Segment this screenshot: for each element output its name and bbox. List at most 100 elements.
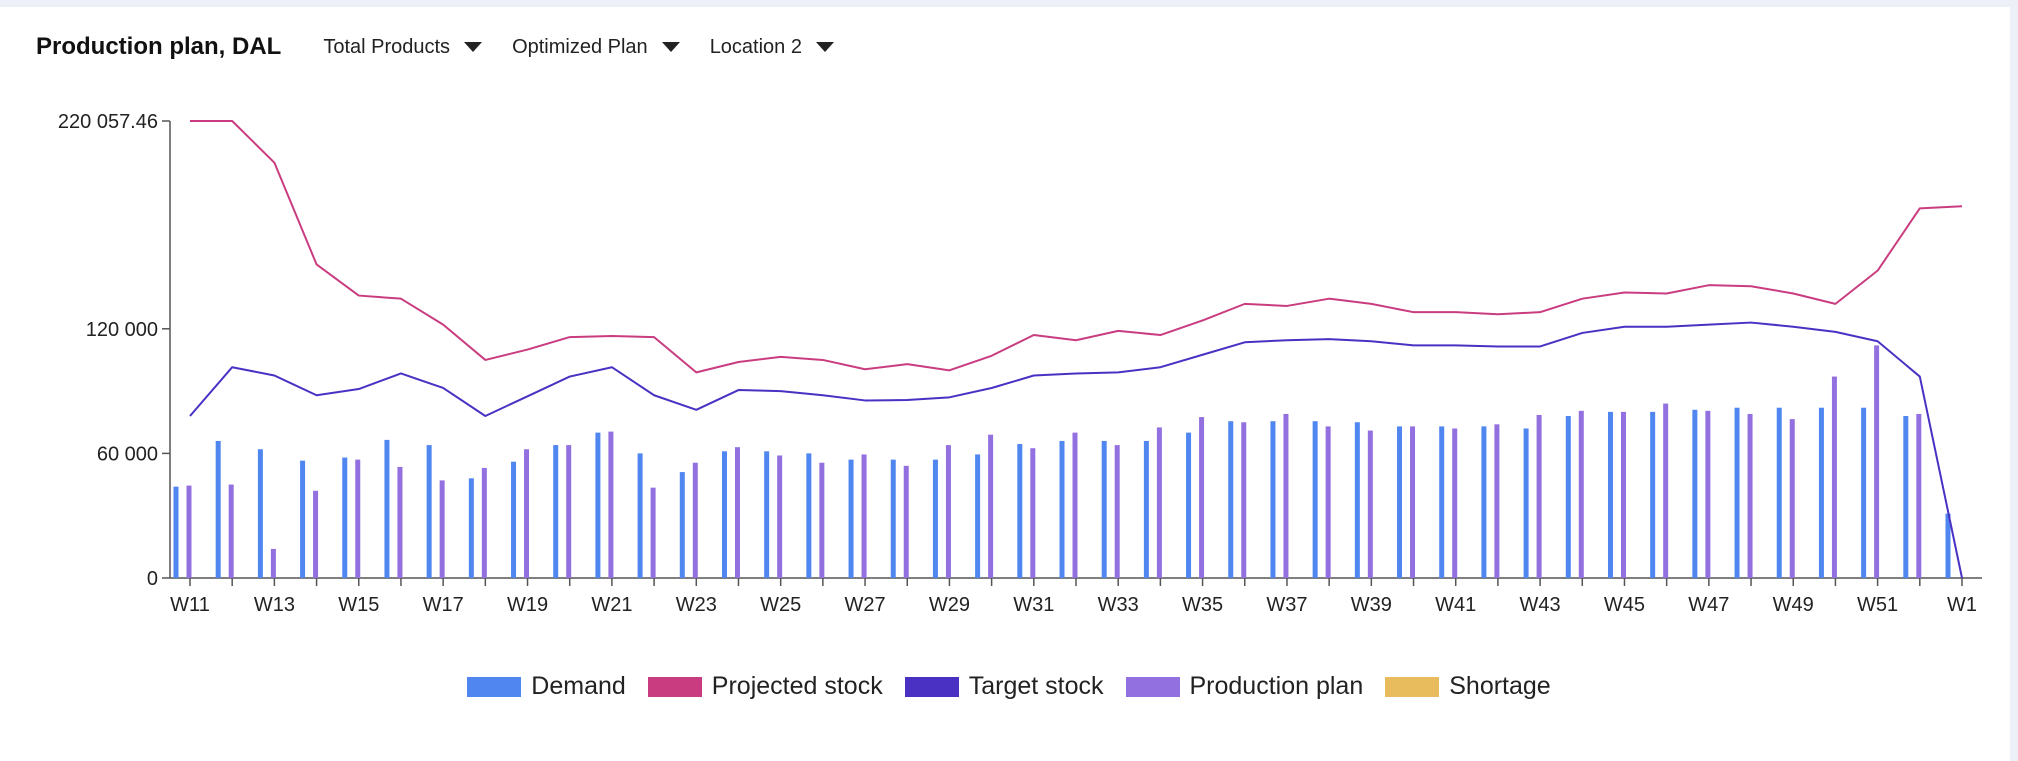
bar-demand-w25 [764, 451, 770, 578]
location-dropdown[interactable]: Location 2 [710, 36, 834, 59]
bar-demand-w22 [637, 453, 643, 578]
bar-production-plan-w35 [1199, 417, 1205, 578]
bar-production-plan-w29 [945, 445, 951, 578]
x-tick-label: W11 [170, 594, 210, 616]
line-target-stock [189, 321, 1963, 579]
bar-production-plan-w28 [903, 465, 909, 578]
bar-demand-w12 [215, 440, 221, 578]
legend-item-target-stock[interactable]: Target stock [904, 672, 1104, 701]
bar-demand-w40 [1397, 426, 1403, 578]
bar-production-plan-w47 [1705, 410, 1711, 578]
legend-label-target-stock: Target stock [968, 672, 1104, 700]
bar-production-plan-w30 [988, 434, 994, 578]
bar-demand-w23 [679, 472, 685, 578]
bar-demand-w26 [806, 453, 812, 578]
y-tick-label: 60 000 [97, 443, 158, 465]
bar-production-plan-w42 [1494, 424, 1500, 578]
bar-demand-w18 [468, 478, 474, 578]
bar-production-plan-w32 [1072, 432, 1078, 578]
bar-production-plan-w43 [1536, 414, 1542, 578]
x-tick-label: W25 [760, 594, 801, 616]
bar-demand-w47 [1692, 409, 1698, 578]
caret-down-icon [464, 42, 483, 52]
x-tick-label: W1 [1947, 594, 1977, 616]
bar-production-plan-w40 [1410, 426, 1416, 578]
bar-production-plan-w31 [1030, 448, 1036, 578]
bar-demand-w37 [1270, 421, 1276, 578]
x-tick-label: W47 [1688, 594, 1729, 616]
bar-production-plan-w44 [1578, 410, 1584, 578]
bar-production-plan-w14 [313, 490, 319, 578]
bar-demand-w31 [1017, 444, 1023, 578]
bar-demand-w49 [1776, 407, 1782, 578]
x-tick-label: W33 [1098, 594, 1139, 616]
x-tick-label: W23 [676, 594, 717, 616]
bar-production-plan-w18 [481, 467, 487, 578]
legend-item-production-plan[interactable]: Production plan [1125, 672, 1364, 701]
x-tick-label: W45 [1604, 594, 1645, 616]
bar-demand-w14 [300, 460, 306, 578]
legend-item-shortage[interactable]: Shortage [1385, 672, 1551, 701]
bar-demand-w21 [595, 432, 601, 578]
legend-swatch-target-stock [904, 676, 959, 697]
x-tick-label: W51 [1857, 594, 1898, 616]
legend-swatch-shortage [1385, 676, 1440, 697]
plan-dropdown-label: Optimized Plan [512, 35, 648, 58]
legend-item-demand[interactable]: Demand [467, 672, 626, 701]
legend-label-shortage: Shortage [1449, 672, 1551, 700]
legend-swatch-projected-stock [647, 676, 702, 697]
bar-production-plan-w39 [1367, 430, 1373, 578]
bar-production-plan-w26 [819, 462, 825, 578]
legend-label-demand: Demand [531, 672, 626, 700]
bar-demand-w15 [342, 457, 348, 578]
x-tick-label: W43 [1520, 594, 1561, 616]
x-tick-label: W17 [423, 594, 464, 616]
legend-item-projected-stock[interactable]: Projected stock [647, 672, 883, 701]
bar-production-plan-w24 [734, 447, 740, 578]
bar-demand-w43 [1523, 428, 1529, 578]
x-tick-label: W35 [1182, 594, 1223, 616]
bar-production-plan-w12 [228, 484, 234, 578]
chart-header: Production plan, DAL Total Products Opti… [36, 27, 864, 67]
bar-demand-w33 [1101, 440, 1107, 578]
bar-production-plan-w13 [270, 548, 276, 578]
bar-demand-w11 [173, 486, 179, 578]
bar-demand-w20 [553, 445, 559, 578]
line-projected-stock [190, 120, 1963, 374]
bar-production-plan-w27 [861, 454, 867, 578]
bar-demand-w34 [1143, 440, 1149, 578]
bar-demand-w39 [1354, 422, 1360, 578]
x-tick-label: W29 [929, 594, 970, 616]
chart-legend: Demand Projected stock Target stock Prod… [0, 672, 2018, 701]
legend-swatch-production-plan [1125, 676, 1180, 697]
plan-dropdown[interactable]: Optimized Plan [512, 36, 680, 59]
x-tick-label: W21 [591, 594, 632, 616]
bar-demand-w38 [1312, 421, 1318, 578]
x-tick-label: W13 [254, 594, 295, 616]
bar-demand-w48 [1734, 407, 1740, 578]
bar-production-plan-w37 [1283, 413, 1289, 578]
bar-demand-w50 [1818, 407, 1824, 578]
bar-demand-w52 [1903, 416, 1909, 578]
bar-production-plan-w22 [650, 487, 656, 578]
legend-label-production-plan: Production plan [1189, 672, 1364, 700]
bar-demand-w42 [1481, 426, 1487, 578]
bar-demand-w32 [1059, 440, 1065, 578]
bar-production-plan-w45 [1620, 411, 1626, 578]
bar-production-plan-w50 [1831, 376, 1837, 578]
bar-production-plan-w19 [524, 449, 530, 578]
bar-production-plan-w46 [1663, 403, 1669, 578]
product-dropdown-label: Total Products [323, 35, 451, 58]
bar-production-plan-w33 [1114, 445, 1120, 578]
legend-swatch-demand [467, 676, 522, 697]
bar-demand-w30 [975, 454, 981, 578]
bar-demand-w51 [1861, 407, 1867, 578]
product-dropdown[interactable]: Total Products [323, 35, 483, 59]
chart-title: Production plan, DAL [36, 33, 282, 60]
bar-production-plan-w38 [1325, 426, 1331, 578]
x-tick-label: W15 [338, 594, 379, 616]
bar-production-plan-w25 [777, 455, 783, 578]
bar-production-plan-w15 [355, 459, 361, 578]
location-dropdown-label: Location 2 [709, 35, 802, 58]
bar-production-plan-w34 [1156, 427, 1162, 578]
